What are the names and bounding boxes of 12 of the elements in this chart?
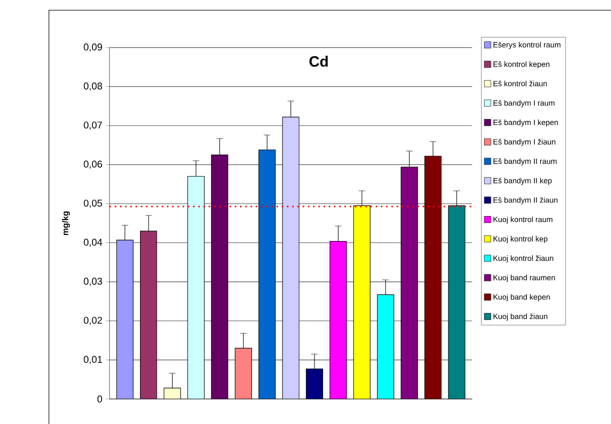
y-tick-label: 0,05 xyxy=(84,200,102,208)
y-tick-label: 0 xyxy=(97,395,102,402)
y-tick-label: 0,06 xyxy=(84,160,102,169)
y-tick-label: 0,09 xyxy=(84,43,102,52)
y-tick-label: 0,04 xyxy=(84,238,102,247)
y-tick-label: 0,08 xyxy=(84,82,102,91)
y-tick-label: 0,07 xyxy=(84,122,102,130)
y-tick-label: 0,01 xyxy=(84,356,102,364)
y-axis-title: mg/kg xyxy=(62,211,70,235)
y-tick-label: 0,03 xyxy=(84,278,102,286)
y-tick-label: 0,02 xyxy=(84,316,102,325)
chart-title: Cd xyxy=(309,56,328,67)
